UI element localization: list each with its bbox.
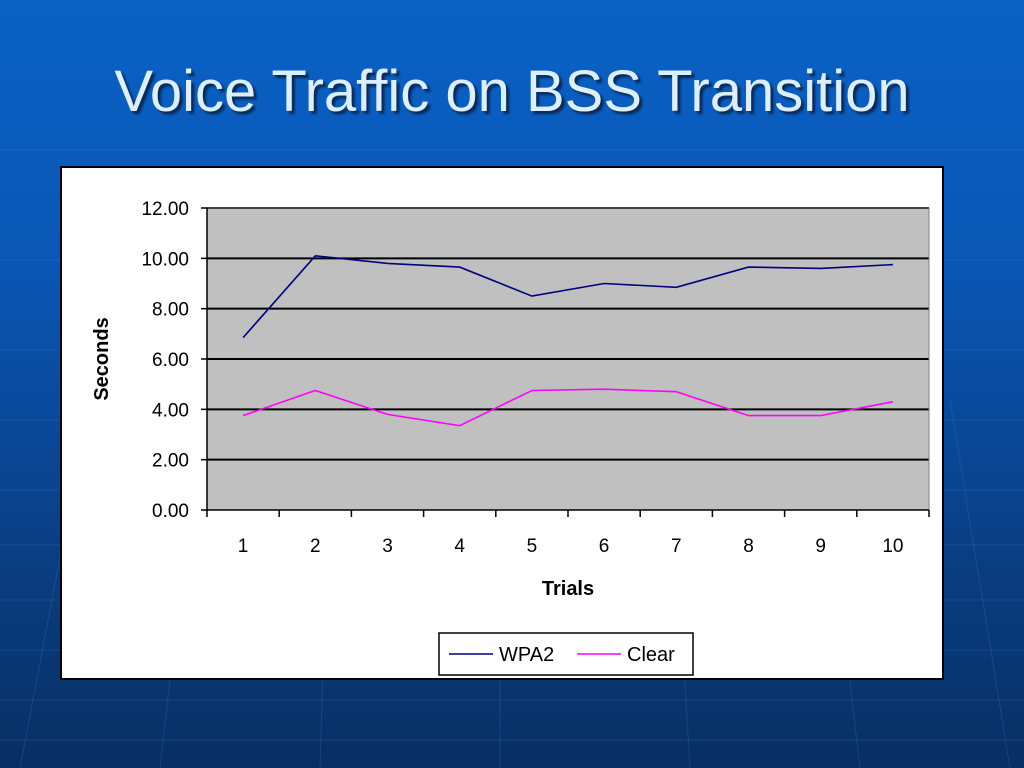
chart-container: 0.00 2.00 4.00 6.00 8.00 10.00 12.00 1 2 3 4 5 6 7 8 9… [60,166,944,680]
legend-label-clear: Clear [627,644,675,666]
y-tick-label: 12.00 [141,199,189,220]
x-tick-label: 9 [815,536,826,557]
line-chart: 0.00 2.00 4.00 6.00 8.00 10.00 12.00 1 2 3 4 5 6 7 8 9… [91,199,930,676]
x-tick-label: 8 [743,536,754,557]
y-axis: 0.00 2.00 4.00 6.00 8.00 10.00 12.00 [141,199,208,522]
x-tick-label: 5 [527,536,538,557]
legend-label-wpa2: WPA2 [499,644,554,666]
series-layer [242,254,894,427]
x-tick-label: 7 [671,536,682,557]
x-tick-label: 2 [310,536,321,557]
y-tick-label: 2.00 [152,451,189,472]
x-tick-label: 3 [382,536,393,557]
y-tick-label: 6.00 [152,350,189,371]
y-tick-label: 0.00 [152,501,189,522]
y-tick-label: 8.00 [152,300,189,321]
y-tick-label: 4.00 [152,400,189,421]
x-tick-label: 4 [454,536,465,557]
x-tick-label: 10 [882,536,903,557]
slide-title: Voice Traffic on BSS Transition [114,59,910,124]
x-axis: 1 2 3 4 5 6 7 8 9 10 [206,509,930,557]
x-tick-label: 1 [238,536,249,557]
y-axis-title: Seconds [91,317,113,400]
x-tick-label: 6 [599,536,610,557]
x-axis-title: Trials [542,578,594,600]
gridlines [207,207,930,510]
y-tick-label: 10.00 [141,249,189,270]
series-line-clear [242,388,894,427]
series-line-wpa2 [242,254,893,339]
legend: WPA2 Clear [438,632,694,676]
